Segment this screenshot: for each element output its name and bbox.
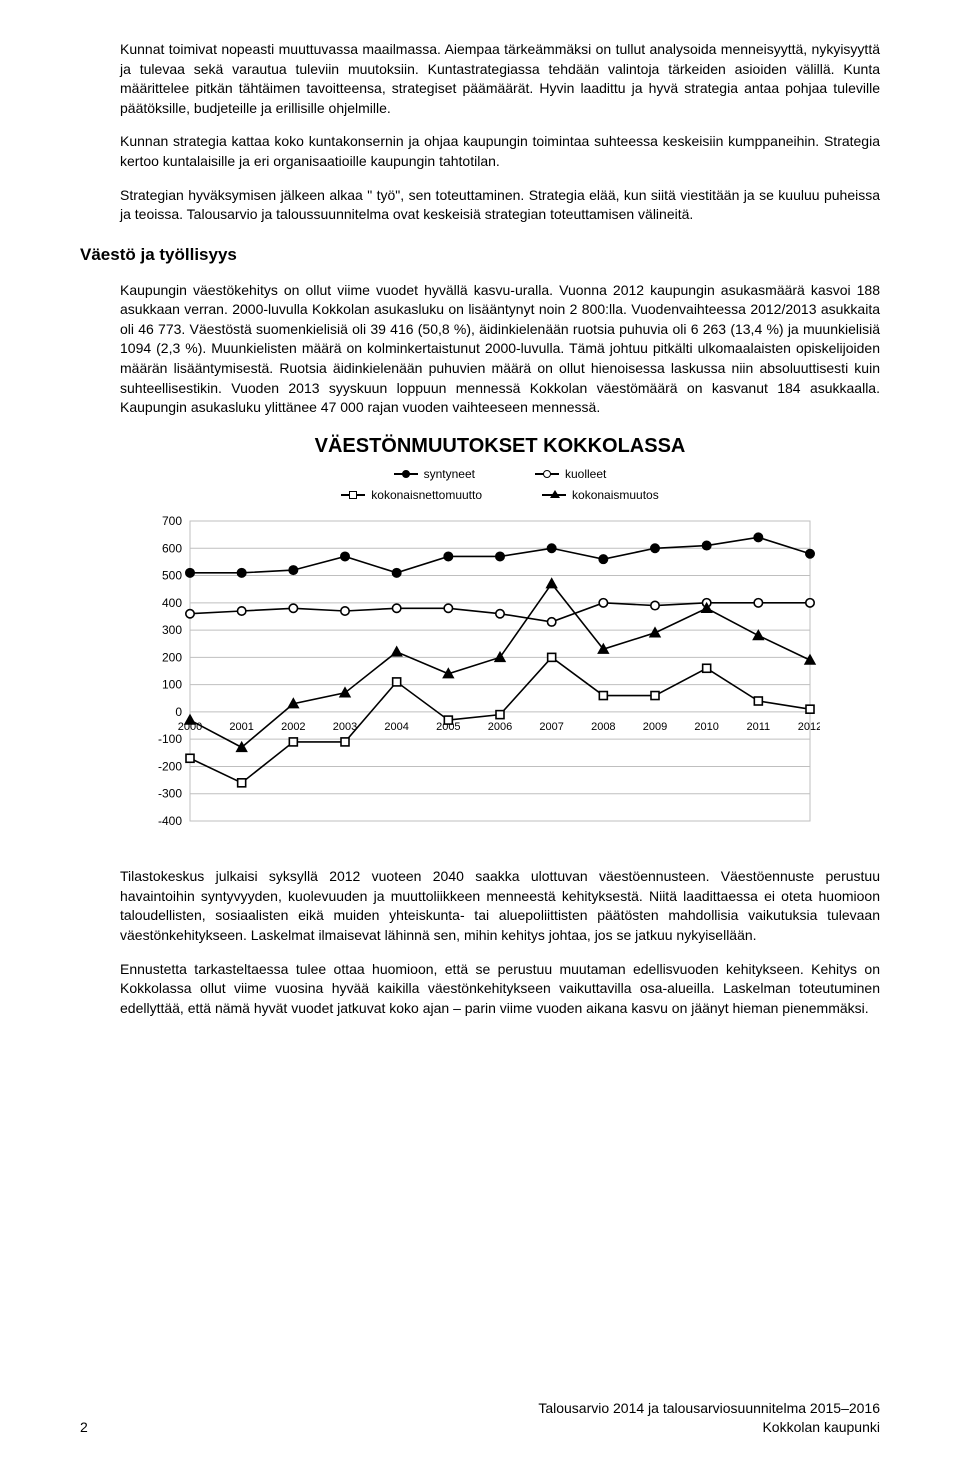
para-intro-3: Strategian hyväksymisen jälkeen alkaa " … xyxy=(120,186,880,225)
page-number: 2 xyxy=(80,1418,88,1438)
svg-text:-300: -300 xyxy=(158,787,182,801)
svg-text:0: 0 xyxy=(175,705,182,719)
population-block: Kaupungin väestökehitys on ollut viime v… xyxy=(120,281,880,1019)
legend-label: syntyneet xyxy=(424,466,475,483)
svg-text:-200: -200 xyxy=(158,760,182,774)
legend-nettomuutto: kokonaisnettomuutto xyxy=(341,487,482,504)
page-footer: 2 Talousarvio 2014 ja talousarviosuunnit… xyxy=(80,1399,880,1438)
legend-kuolleet: kuolleet xyxy=(535,466,606,483)
svg-text:600: 600 xyxy=(162,542,182,556)
svg-text:700: 700 xyxy=(162,514,182,528)
chart-legend-row1: syntyneet kuolleet xyxy=(140,466,860,483)
svg-text:2012: 2012 xyxy=(798,721,820,733)
legend-label: kuolleet xyxy=(565,466,606,483)
chart-svg: 700 600 500 400 300 200 100 0 -100 -200 -300 -400 20… xyxy=(140,511,820,851)
svg-text:2008: 2008 xyxy=(591,721,615,733)
para-intro-2: Kunnan strategia kattaa koko kuntakonser… xyxy=(120,132,880,171)
legend-label: kokonaisnettomuutto xyxy=(371,487,482,504)
svg-text:2004: 2004 xyxy=(384,721,408,733)
svg-text:300: 300 xyxy=(162,623,182,637)
chart-legend-row2: kokonaisnettomuutto kokonaismuutos xyxy=(140,487,860,504)
svg-text:400: 400 xyxy=(162,596,182,610)
legend-kokonaismuutos: kokonaismuutos xyxy=(542,487,659,504)
svg-text:2010: 2010 xyxy=(694,721,718,733)
svg-text:-400: -400 xyxy=(158,814,182,828)
legend-label: kokonaismuutos xyxy=(572,487,659,504)
intro-block: Kunnat toimivat nopeasti muuttuvassa maa… xyxy=(120,40,880,225)
svg-text:2001: 2001 xyxy=(229,721,253,733)
svg-text:-100: -100 xyxy=(158,732,182,746)
legend-syntyneet: syntyneet xyxy=(394,466,475,483)
svg-text:500: 500 xyxy=(162,569,182,583)
section-heading-population: Väestö ja työllisyys xyxy=(80,243,880,267)
svg-text:2009: 2009 xyxy=(643,721,667,733)
para-intro-1: Kunnat toimivat nopeasti muuttuvassa maa… xyxy=(120,40,880,118)
svg-text:2007: 2007 xyxy=(539,721,563,733)
svg-text:2002: 2002 xyxy=(281,721,305,733)
footer-line1: Talousarvio 2014 ja talousarviosuunnitel… xyxy=(538,1399,880,1419)
svg-text:2011: 2011 xyxy=(747,721,771,733)
svg-text:2006: 2006 xyxy=(488,721,512,733)
svg-text:200: 200 xyxy=(162,651,182,665)
para-population: Kaupungin väestökehitys on ollut viime v… xyxy=(120,281,880,418)
svg-text:100: 100 xyxy=(162,678,182,692)
para-bottom-1: Tilastokeskus julkaisi syksyllä 2012 vuo… xyxy=(120,867,880,945)
para-bottom-2: Ennustetta tarkasteltaessa tulee ottaa h… xyxy=(120,960,880,1019)
population-chart: VÄESTÖNMUUTOKSET KOKKOLASSA syntyneet ku… xyxy=(140,432,860,852)
chart-title: VÄESTÖNMUUTOKSET KOKKOLASSA xyxy=(140,432,860,460)
footer-line2: Kokkolan kaupunki xyxy=(538,1418,880,1438)
